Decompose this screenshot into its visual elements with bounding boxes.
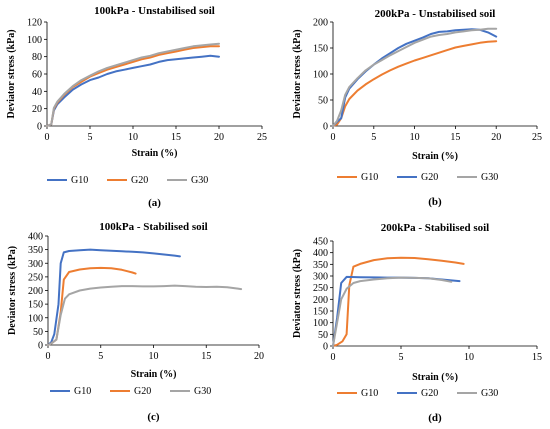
x-tick-label: 25	[532, 132, 542, 143]
chart-title: 200kPa - Unstabilised soil	[375, 8, 496, 20]
chart-title: 100kPa - Stabilised soil	[99, 221, 208, 233]
y-tick-label: 0	[37, 122, 42, 133]
y-tick-label: 200	[313, 295, 328, 306]
x-tick-label: 25	[257, 132, 267, 143]
y-tick-label: 200	[28, 286, 43, 297]
y-tick-label: 0	[38, 341, 43, 352]
x-tick-label: 15	[171, 132, 181, 143]
panel-label: (d)	[428, 412, 442, 424]
y-tick-label: 350	[28, 245, 43, 256]
series-line-g30	[47, 284, 243, 346]
y-tick-label: 120	[27, 18, 42, 29]
y-tick-label: 350	[313, 260, 328, 271]
series-line-g10	[47, 248, 181, 346]
series-line-g30	[332, 276, 453, 347]
chart-panel-1: 100kPa - Unstabilised soil02040608010012…	[6, 5, 267, 209]
legend-label-g30: G30	[191, 175, 208, 186]
x-tick-label: 5	[371, 132, 376, 143]
x-tick-label: 0	[331, 352, 336, 363]
legend-label-g20: G20	[421, 172, 438, 183]
legend-label-g20: G20	[421, 388, 438, 399]
y-tick-label: 100	[27, 35, 42, 46]
y-tick-label: 100	[313, 70, 328, 81]
legend-label-g30: G30	[481, 172, 498, 183]
x-tick-label: 10	[128, 132, 138, 143]
legend-label-g10: G10	[361, 172, 378, 183]
series-line-g30	[332, 27, 498, 127]
x-axis-label: Strain (%)	[132, 148, 178, 159]
y-axis-label: Deviator stress (kPa)	[292, 29, 303, 118]
panel-label: (b)	[428, 196, 442, 208]
y-tick-label: 50	[33, 327, 43, 338]
x-tick-label: 10	[149, 351, 159, 362]
series-line-g20	[332, 275, 461, 347]
chart-title: 100kPa - Unstabilised soil	[94, 5, 215, 17]
y-tick-label: 250	[313, 283, 328, 294]
x-tick-label: 5	[399, 352, 404, 363]
y-tick-label: 150	[28, 300, 43, 311]
legend-label-g20: G20	[134, 386, 151, 397]
x-tick-label: 5	[88, 132, 93, 143]
y-tick-label: 400	[313, 248, 328, 259]
x-tick-label: 15	[532, 352, 542, 363]
chart-panel-2: 200kPa - Unstabilised soil 0 50 100 150 200 0 5…	[292, 8, 542, 208]
x-tick-label: 10	[464, 352, 474, 363]
legend-label-g30: G30	[194, 386, 211, 397]
y-tick-label: 300	[28, 259, 43, 270]
legend-label-g30: G30	[481, 388, 498, 399]
series-line-g10	[46, 54, 220, 127]
y-tick-label: 400	[28, 232, 43, 243]
x-tick-label: 10	[410, 132, 420, 143]
legend-label-g20: G20	[131, 175, 148, 186]
x-tick-label: 20	[214, 132, 224, 143]
x-axis-label: Strain (%)	[412, 151, 458, 162]
x-tick-label: 15	[450, 132, 460, 143]
x-axis-label: Strain (%)	[412, 372, 458, 383]
panel-label: (a)	[148, 197, 161, 209]
y-axis-label: Deviator stress (kPa)	[292, 249, 303, 338]
y-axis-label: Deviator stress (kPa)	[6, 29, 17, 118]
x-tick-label: 20	[491, 132, 501, 143]
y-tick-label: 150	[313, 307, 328, 318]
series-line-g10	[332, 256, 465, 347]
y-tick-label: 150	[313, 44, 328, 55]
legend-label-g10: G10	[71, 175, 88, 186]
x-tick-label: 5	[98, 351, 103, 362]
y-tick-label: 20	[32, 104, 42, 115]
series-line-g20	[47, 266, 137, 346]
y-tick-label: 50	[318, 330, 328, 341]
chart-panel-3: 100kPa - Stabilised soil0501001502002503…	[7, 221, 264, 423]
x-axis-label: Strain (%)	[131, 369, 177, 380]
chart-panel-4: 200kPa - Stabilised soil0501001502002503…	[292, 222, 542, 424]
series-line-g30	[46, 42, 220, 127]
panel-label: (c)	[147, 411, 160, 423]
x-tick-label: 15	[201, 351, 211, 362]
y-tick-label: 40	[32, 87, 42, 98]
y-tick-label: 250	[28, 272, 43, 283]
x-tick-label: 0	[331, 132, 336, 143]
series-line-g10	[332, 40, 498, 127]
x-tick-label: 0	[45, 132, 50, 143]
x-tick-label: 0	[46, 351, 51, 362]
y-tick-label: 200	[313, 18, 328, 29]
y-tick-label: 100	[313, 318, 328, 329]
legend-label-g10: G10	[361, 388, 378, 399]
x-tick-label: 20	[254, 351, 264, 362]
y-tick-label: 80	[32, 52, 42, 63]
y-tick-label: 60	[32, 70, 42, 81]
chart-title: 200kPa - Stabilised soil	[381, 222, 490, 234]
y-tick-label: 0	[323, 342, 328, 353]
y-axis-label: Deviator stress (kPa)	[7, 246, 18, 335]
y-tick-label: 50	[318, 96, 328, 107]
y-tick-label: 450	[313, 237, 328, 248]
y-tick-label: 300	[313, 272, 328, 283]
y-tick-label: 100	[28, 313, 43, 324]
y-tick-label: 0	[323, 122, 328, 133]
legend-label-g10: G10	[74, 386, 91, 397]
